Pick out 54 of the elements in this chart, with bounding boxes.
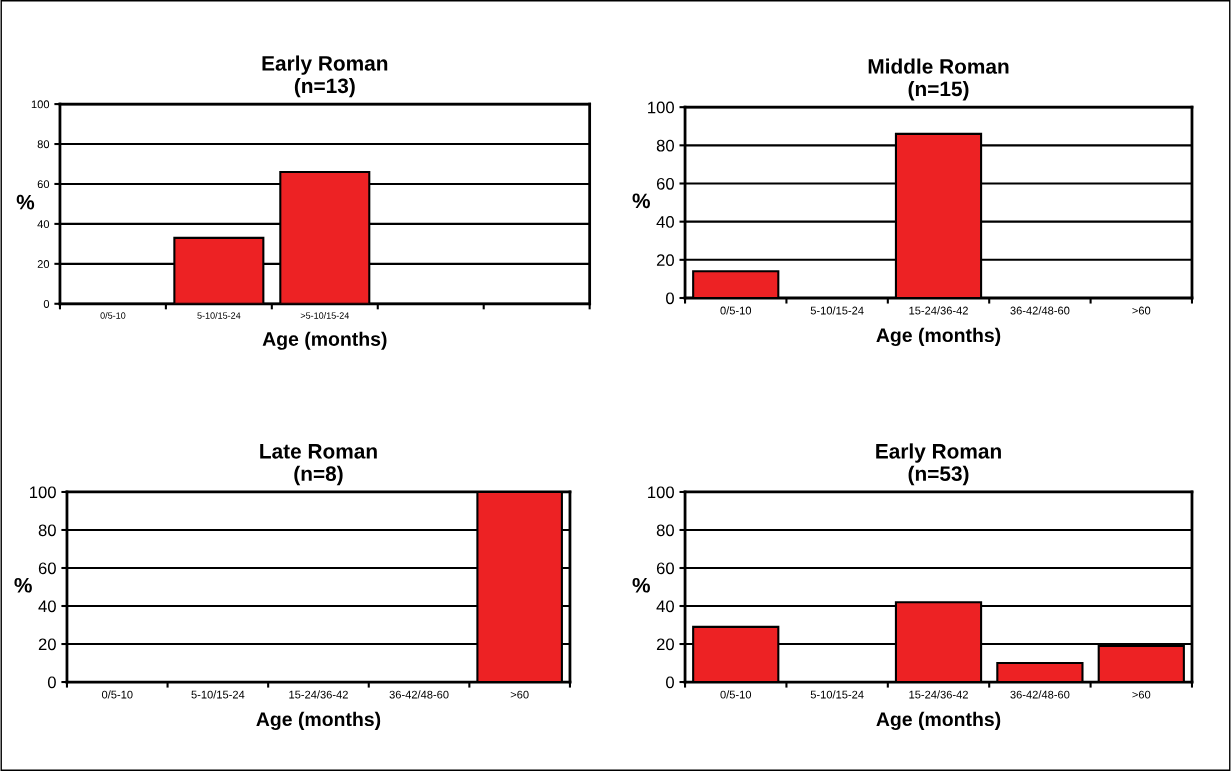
chart-title: Late Roman (n=8) [260, 444, 377, 486]
x-tick-label: 15-24/36-42 [289, 690, 348, 699]
y-tick-label: 60 [656, 562, 674, 575]
y-tick-label: 60 [38, 562, 56, 575]
y-tick-label: 60 [37, 180, 50, 189]
y-tick-label: 60 [656, 177, 674, 190]
y-tick-label: 40 [37, 220, 50, 229]
x-tick-label: 0/5-10 [720, 306, 752, 315]
x-axis-title: Age (months) [876, 327, 1001, 346]
y-tick-label: 20 [656, 638, 674, 651]
x-tick-label: 15-24/36-42 [909, 690, 968, 699]
x-tick-label: 0/5-10 [100, 312, 126, 319]
x-axis-title: Age (months) [876, 711, 1001, 731]
x-tick-label: 36-42/48-60 [389, 690, 449, 699]
y-tick-label: 40 [38, 600, 56, 613]
x-tick-label: 15-24/36-42 [909, 306, 968, 315]
y-axis-title: % [16, 194, 35, 210]
x-tick-label: >60 [1132, 690, 1151, 699]
y-tick-label: 40 [656, 216, 674, 228]
y-axis-title: % [632, 193, 650, 209]
x-tick-label: 5-10/15-24 [810, 306, 864, 315]
y-tick-label: 80 [656, 139, 674, 152]
y-tick-label: 100 [31, 100, 50, 109]
x-tick-label: 5-10/15-24 [191, 690, 245, 699]
y-tick-label: 100 [648, 486, 674, 499]
x-tick-label: 36-42/48-60 [1010, 690, 1070, 699]
y-tick-label: 100 [648, 101, 674, 114]
y-tick-label: 100 [30, 486, 56, 499]
x-axis-title: Age (months) [256, 711, 381, 731]
y-tick-label: 20 [38, 638, 56, 651]
y-tick-label: 20 [656, 254, 674, 267]
y-tick-label: 0 [47, 676, 56, 689]
y-tick-label: 80 [38, 524, 56, 537]
x-tick-label: 5-10/15-24 [197, 312, 241, 319]
x-axis-title: Age (months) [262, 331, 387, 350]
y-axis-title: % [14, 577, 32, 593]
x-tick-label: >60 [510, 690, 529, 699]
y-tick-label: 0 [43, 300, 50, 308]
y-tick-label: 40 [656, 600, 674, 613]
y-tick-label: 80 [37, 140, 50, 149]
y-tick-label: 0 [666, 292, 674, 305]
chart-title: Middle Roman (n=15) [868, 58, 1009, 101]
chart-title: Early Roman (n=53) [876, 443, 1001, 486]
y-tick-label: 0 [666, 676, 674, 689]
x-tick-label: 36-42/48-60 [1010, 306, 1070, 315]
y-tick-label: 20 [37, 260, 50, 268]
x-tick-label: 5-10/15-24 [810, 690, 864, 699]
x-tick-label: 0/5-10 [101, 690, 133, 699]
x-tick-label: >60 [1132, 306, 1151, 315]
x-tick-label: 0/5-10 [720, 690, 752, 699]
y-axis-title: % [632, 577, 650, 593]
chart-title: Early Roman (n=13) [262, 55, 388, 98]
x-tick-label: >5-10/15-24 [300, 312, 350, 319]
y-tick-label: 80 [656, 524, 674, 537]
